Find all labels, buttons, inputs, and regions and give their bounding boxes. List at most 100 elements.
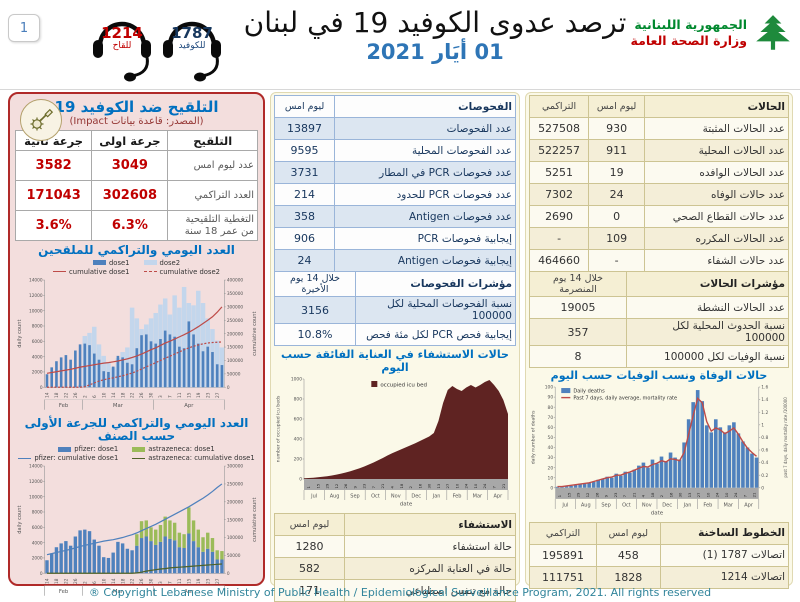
svg-text:Apr: Apr bbox=[493, 494, 503, 500]
svg-text:90: 90 bbox=[548, 394, 554, 400]
svg-text:Sep: Sep bbox=[601, 502, 610, 508]
deaths-chart-title: حالات الوفاة ونسب الوفيات حسب اليوم bbox=[550, 369, 768, 382]
table-cell: 358 bbox=[273, 205, 336, 228]
table-cell: حالة مع تنفس اصطناعي bbox=[344, 579, 516, 602]
table-cell: 527508 bbox=[528, 117, 590, 140]
svg-text:18: 18 bbox=[54, 578, 60, 584]
table-header-cell: جرعة اولى bbox=[91, 130, 169, 151]
svg-text:800: 800 bbox=[294, 397, 303, 403]
svg-text:0: 0 bbox=[40, 571, 43, 577]
table-header-row: مؤشرات الحالات خلال 14 يوم المنصرمة bbox=[528, 271, 789, 297]
svg-text:10000: 10000 bbox=[29, 308, 43, 314]
svg-text:26: 26 bbox=[343, 483, 348, 488]
covid-hotline-label: للكوفيد bbox=[178, 40, 206, 51]
svg-text:400000: 400000 bbox=[227, 277, 244, 283]
table-cell: 3731 bbox=[273, 161, 336, 184]
svg-text:18: 18 bbox=[120, 392, 126, 398]
svg-text:date: date bbox=[400, 502, 413, 508]
table-header-cell: خلال 14 يوم المنصرمة bbox=[528, 271, 628, 297]
svg-text:Feb: Feb bbox=[59, 589, 69, 595]
svg-text:7: 7 bbox=[491, 486, 496, 489]
svg-text:250000: 250000 bbox=[227, 318, 244, 324]
table-row: عدد حالات القطاع الصحي 0 2690 bbox=[528, 205, 789, 228]
table-header-cell: التلقيح bbox=[167, 130, 258, 151]
table-cell: نسبة الحدوث المحلية لكل 100000 bbox=[626, 318, 789, 346]
svg-text:0.6: 0.6 bbox=[761, 447, 768, 453]
svg-text:Mar: Mar bbox=[113, 589, 124, 595]
svg-text:1.2: 1.2 bbox=[761, 409, 768, 415]
vaccine-syringe-icon bbox=[20, 99, 62, 141]
svg-text:15: 15 bbox=[186, 578, 192, 584]
svg-text:7: 7 bbox=[622, 494, 627, 497]
svg-text:9: 9 bbox=[352, 486, 357, 489]
table-cell: عدد الفحوصات المحلية bbox=[334, 139, 516, 162]
svg-text:10: 10 bbox=[101, 392, 107, 398]
svg-text:23: 23 bbox=[613, 492, 618, 497]
table-row: عدد الحالات النشطة 19005 bbox=[528, 296, 789, 319]
svg-text:12000: 12000 bbox=[29, 293, 43, 299]
table-cell: عدد الحالات المثبتة bbox=[644, 117, 789, 140]
svg-text:Past 7 days, daily average, mo: Past 7 days, daily average, mortality ra… bbox=[573, 395, 677, 401]
headset-icon bbox=[93, 21, 151, 82]
table-header-cell: ليوم امس bbox=[273, 95, 336, 118]
covid-hotline-number: 1787 bbox=[171, 24, 213, 42]
cases-indicators-table: مؤشرات الحالات خلال 14 يوم المنصرمة عدد ال… bbox=[528, 271, 789, 368]
svg-text:3: 3 bbox=[158, 581, 164, 584]
svg-text:15: 15 bbox=[315, 483, 320, 488]
table-row: عدد الحالات المثبتة 930 527508 bbox=[528, 117, 789, 140]
svg-text:0: 0 bbox=[761, 485, 764, 491]
table-row: عدد فحوصات PCR في المطار 3731 bbox=[273, 161, 516, 184]
svg-text:14: 14 bbox=[111, 392, 117, 398]
table-cell: نسبة الفحوصات المحلية لكل 100000 bbox=[355, 296, 516, 324]
svg-text:cumulative count: cumulative count bbox=[252, 498, 258, 542]
table-cell: 19005 bbox=[528, 296, 628, 319]
table-cell: 109 bbox=[588, 227, 646, 250]
svg-text:10: 10 bbox=[705, 492, 710, 497]
page-number-badge: 1 bbox=[8, 14, 40, 42]
table-cell: 3.6% bbox=[14, 210, 93, 241]
table-row: عدد الحالات المكرره 109- bbox=[528, 227, 789, 250]
vacc-brand-chart-title-1: العدد اليومي والتراكمي للجرعة الأولى bbox=[24, 415, 249, 430]
svg-text:Mar: Mar bbox=[473, 494, 483, 500]
table-header-cell: الاستشفاء bbox=[344, 513, 516, 537]
svg-text:50: 50 bbox=[548, 435, 554, 441]
svg-text:14: 14 bbox=[45, 578, 51, 584]
svg-text:50000: 50000 bbox=[227, 371, 241, 377]
vaccination-daily-chart: 0 2000 4000 6000 8000 10000 12000 14000 0 50000 10… bbox=[15, 277, 258, 414]
svg-text:18: 18 bbox=[54, 392, 60, 398]
svg-text:23: 23 bbox=[205, 578, 211, 584]
svg-text:date: date bbox=[651, 510, 664, 516]
table-cell: 7302 bbox=[528, 183, 590, 206]
svg-text:11: 11 bbox=[177, 578, 183, 584]
table-row: حالة في العناية المركزه 582 bbox=[273, 557, 516, 581]
table-cell: 9595 bbox=[273, 139, 336, 162]
svg-text:Oct: Oct bbox=[622, 502, 631, 508]
svg-text:0: 0 bbox=[40, 385, 43, 391]
legend-pfizer-cum: pfizer: cumulative dose1 bbox=[18, 454, 118, 462]
table-header-row: الفحوصات ليوم امس bbox=[273, 95, 516, 118]
svg-text:20: 20 bbox=[548, 465, 554, 471]
svg-text:2: 2 bbox=[82, 395, 88, 398]
table-cell: عدد الحالات المحلية bbox=[644, 139, 789, 162]
svg-text:Apr: Apr bbox=[744, 502, 754, 508]
table-cell: التغطية التلقيحية من عمر 18 سنة bbox=[167, 210, 258, 241]
table-row: عدد حالات الوفاه 24 7302 bbox=[528, 183, 789, 206]
svg-text:13: 13 bbox=[436, 483, 441, 488]
svg-text:70: 70 bbox=[548, 415, 554, 421]
legend-dose2: dose2 bbox=[143, 259, 180, 267]
table-row: عدد فحوصات Antigen 358 bbox=[273, 205, 516, 228]
svg-text:2: 2 bbox=[408, 486, 413, 489]
deaths-chart: 0 10 20 30 40 50 60 70 80 90 100 0 0.2 0.4 0.6 0.8 1 1.2 1… bbox=[529, 383, 789, 520]
svg-text:60: 60 bbox=[548, 425, 554, 431]
tests-table: الفحوصات ليوم امس عدد الفحوصات 13897 عدد الف… bbox=[273, 95, 516, 272]
icu-chart-title: حالات الاستشفاء في العناية الفائقة حسب ا… bbox=[281, 348, 509, 374]
table-cell: 911 bbox=[588, 139, 646, 162]
table-cell: 464660 bbox=[528, 249, 590, 272]
svg-text:10: 10 bbox=[101, 578, 107, 584]
svg-text:13: 13 bbox=[687, 492, 692, 497]
vaccination-brand-chart: 0 2000 4000 6000 8000 10000 12000 14000 0 50000 10… bbox=[15, 463, 258, 600]
table-row: حالة مع تنفس اصطناعي 171 bbox=[273, 579, 516, 602]
svg-text:Daily deaths: Daily deaths bbox=[573, 388, 605, 394]
table-cell: 111751 bbox=[528, 565, 598, 589]
svg-text:Dec: Dec bbox=[662, 502, 672, 508]
